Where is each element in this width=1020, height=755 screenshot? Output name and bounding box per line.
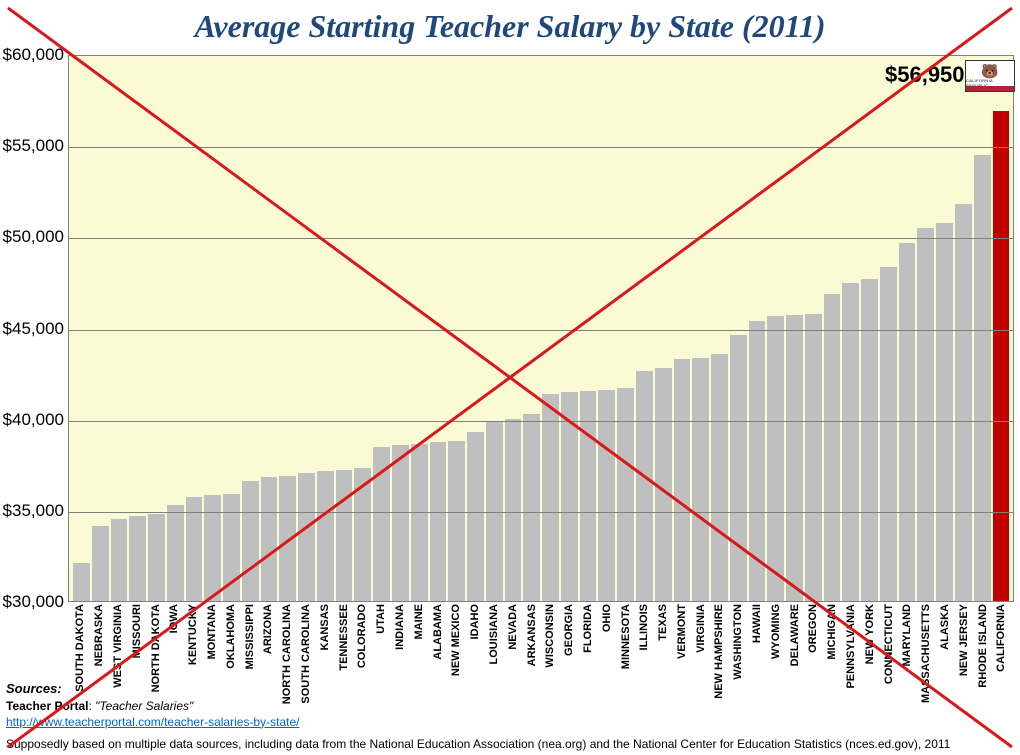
bar-container (69, 56, 1013, 601)
bar (861, 279, 878, 601)
highlight-annotation: $56,950 (885, 62, 965, 88)
bar (711, 354, 728, 601)
chart-title: Average Starting Teacher Salary by State… (0, 8, 1020, 45)
y-tick-label: $40,000 (3, 410, 64, 430)
bar (129, 516, 146, 601)
bar (148, 514, 165, 601)
bar (373, 447, 390, 601)
bar (186, 497, 203, 601)
bar (899, 243, 916, 601)
bar (655, 368, 672, 601)
bar (692, 358, 709, 601)
gridline (69, 147, 1013, 148)
bar (317, 471, 334, 601)
bar (805, 314, 822, 601)
bar (542, 394, 559, 601)
source-link[interactable]: http://www.teacherportal.com/teacher-sal… (6, 715, 299, 729)
bar (242, 481, 259, 601)
bar (111, 519, 128, 601)
bar (674, 359, 691, 601)
bar (448, 441, 465, 601)
y-tick-label: $55,000 (3, 136, 64, 156)
bar (824, 294, 841, 601)
gridline (69, 238, 1013, 239)
y-tick-label: $35,000 (3, 501, 64, 521)
gridline (69, 421, 1013, 422)
bar (580, 391, 597, 601)
bar (92, 526, 109, 601)
gridline (69, 330, 1013, 331)
bar (411, 444, 428, 601)
bar (505, 419, 522, 601)
bar (749, 321, 766, 601)
sources-heading: Sources: (6, 680, 950, 698)
bar (917, 228, 934, 601)
bar (73, 563, 90, 601)
bar (880, 267, 897, 601)
chart-plot-area (68, 55, 1014, 602)
bar (636, 371, 653, 601)
bar (936, 223, 953, 601)
bar (354, 468, 371, 601)
bar (204, 495, 221, 601)
california-flag-icon: 🐻 CALIFORNIA REPUBLIC (965, 60, 1015, 92)
bar (523, 414, 540, 601)
bar (786, 315, 803, 601)
sources-note: Supposedly based on multiple data source… (6, 736, 950, 752)
highlight-bar (993, 111, 1010, 601)
bar (598, 390, 615, 601)
bar (223, 494, 240, 601)
bar (430, 442, 447, 601)
bar (974, 155, 991, 601)
y-tick-label: $30,000 (3, 592, 64, 612)
y-tick-label: $60,000 (3, 45, 64, 65)
bar (767, 316, 784, 601)
bar (955, 204, 972, 601)
sources-line1: Teacher Portal: "Teacher Salaries" (6, 698, 950, 714)
bar (279, 476, 296, 601)
gridline (69, 512, 1013, 513)
bar (167, 505, 184, 601)
bar (392, 445, 409, 601)
bar (336, 470, 353, 601)
bar (298, 473, 315, 601)
bar (467, 432, 484, 601)
bar (730, 335, 747, 601)
sources-block: Sources: Teacher Portal: "Teacher Salari… (6, 680, 950, 752)
y-tick-label: $45,000 (3, 319, 64, 339)
bar (842, 283, 859, 601)
bar (561, 392, 578, 601)
bar (261, 477, 278, 601)
y-tick-label: $50,000 (3, 227, 64, 247)
